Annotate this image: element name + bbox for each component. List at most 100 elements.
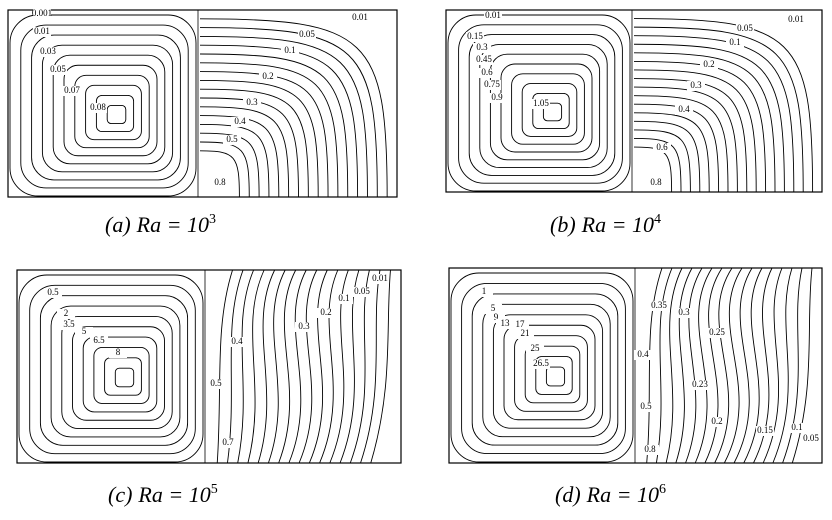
isotherm <box>199 44 359 198</box>
isotherm-label: 0.2 <box>711 416 722 426</box>
streamline-label: 0.08 <box>90 102 106 112</box>
label-bg <box>700 60 718 70</box>
isotherm-label: 0.05 <box>354 286 370 296</box>
isotherm <box>743 267 763 464</box>
streamline-label: 0.75 <box>484 79 500 89</box>
label-bg <box>371 274 389 284</box>
streamline-label: 2 <box>64 308 69 318</box>
isotherm-label: 0.05 <box>737 23 753 33</box>
isotherm <box>704 267 723 464</box>
label-bg <box>219 438 237 448</box>
isotherm-label: 0.01 <box>352 12 368 22</box>
isotherm-label: 0.3 <box>678 307 690 317</box>
streamline <box>535 356 573 395</box>
panel-frame <box>448 267 823 464</box>
label-bg <box>487 313 505 323</box>
label-bg <box>90 336 108 346</box>
label-bg <box>44 288 62 298</box>
streamline <box>29 284 196 455</box>
streamline <box>492 314 604 429</box>
label-bg <box>466 32 484 42</box>
streamline-label: 5 <box>82 326 87 336</box>
caption-letter: (d) <box>555 482 581 507</box>
label-bg <box>483 80 501 90</box>
isotherm-label: 0.7 <box>222 437 234 447</box>
isotherm-label: 0.6 <box>656 142 668 152</box>
panel-frame <box>7 9 398 198</box>
label-bg <box>33 9 51 19</box>
isotherm <box>199 62 339 198</box>
streamline <box>461 283 626 455</box>
caption: (d) Ra = 106 <box>555 482 666 507</box>
caption-letter: (b) <box>550 212 576 237</box>
streamline <box>9 14 197 197</box>
label-bg <box>511 320 529 330</box>
streamline-label: 25 <box>531 343 541 353</box>
label-bg <box>243 98 261 108</box>
label-bg <box>75 327 93 337</box>
streamline <box>532 92 570 130</box>
isotherm <box>199 97 299 198</box>
label-bg <box>60 320 78 330</box>
panel-frame <box>445 9 823 193</box>
label-bg <box>109 348 127 358</box>
isotherm-label: 0.05 <box>803 433 819 443</box>
label-bg <box>708 328 726 338</box>
streamline <box>41 44 174 173</box>
label-bg <box>228 337 246 347</box>
streamline <box>468 34 616 176</box>
isotherm <box>665 267 683 464</box>
label-bg <box>532 359 550 369</box>
isotherm <box>199 71 329 198</box>
streamline-label: 21 <box>521 328 530 338</box>
label-bg <box>223 135 241 145</box>
isotherm <box>791 267 813 464</box>
caption: (c) Ra = 105 <box>108 482 218 507</box>
label-bg <box>57 309 75 319</box>
streamline <box>511 73 585 145</box>
streamline <box>471 293 619 446</box>
label-bg <box>641 445 659 455</box>
isotherm <box>360 269 381 464</box>
isotherm <box>298 269 318 464</box>
streamline <box>20 24 189 189</box>
label-bg <box>675 105 693 115</box>
streamline <box>50 305 181 438</box>
streamline <box>106 104 127 124</box>
isotherm-label: 0.01 <box>788 14 804 24</box>
label-bg <box>63 86 81 96</box>
isotherm-label: 0.5 <box>210 378 222 388</box>
isotherm <box>237 269 255 464</box>
isotherm-label: 0.8 <box>214 177 226 187</box>
isotherm <box>199 79 319 198</box>
isotherm-label: 0.5 <box>640 401 652 411</box>
isotherm <box>685 267 703 464</box>
streamline-label: 0.05 <box>50 64 66 74</box>
streamline <box>114 367 135 388</box>
isotherm <box>199 132 260 198</box>
label-bg <box>478 68 496 78</box>
streamline <box>74 74 150 149</box>
isotherm-label: 0.1 <box>338 293 349 303</box>
streamline <box>31 34 181 181</box>
isotherm-label: 0.8 <box>644 444 656 454</box>
isotherm-label: 0.35 <box>651 300 667 310</box>
label-bg <box>788 423 806 433</box>
isotherm-label: 0.3 <box>690 80 702 90</box>
isotherm-label: 0.4 <box>231 336 243 346</box>
streamline-label: 6.5 <box>93 335 105 345</box>
streamline-label: 3.5 <box>63 319 75 329</box>
isotherm <box>199 106 290 198</box>
label-bg <box>351 13 369 23</box>
label-bg <box>211 178 229 188</box>
isotherm <box>633 138 682 193</box>
streamline <box>450 272 634 463</box>
label-bg <box>353 287 371 297</box>
label-bg <box>281 46 299 56</box>
isotherm <box>319 269 339 464</box>
label-bg <box>653 143 671 153</box>
isotherm-label: 0.1 <box>791 422 802 432</box>
isotherm <box>782 267 803 464</box>
label-bg <box>634 350 652 360</box>
isotherm-label: 0.2 <box>320 307 331 317</box>
